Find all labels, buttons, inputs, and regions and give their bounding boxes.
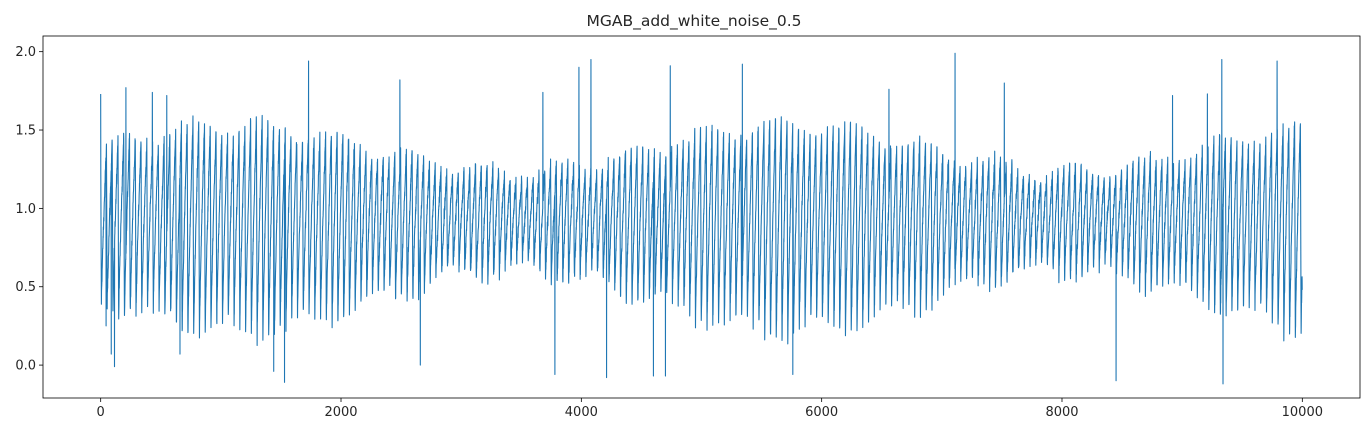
axes-frame [42,35,1361,399]
y-tick-label: 1.0 [15,202,36,217]
axes: 0 2000 4000 6000 8000 10000 0.0 0.5 1.0 1.5 2.0 [15,35,1361,420]
x-tick-label: 0 [97,405,105,420]
x-tick-label: 10000 [1282,405,1323,420]
series-line [100,52,1303,385]
chart-title: MGAB_add_white_noise_0.5 [586,12,801,31]
x-tick-label: 4000 [565,405,598,420]
plot-area [100,52,1303,385]
x-tick-label: 2000 [324,405,357,420]
x-tick-label: 6000 [805,405,838,420]
y-tick-label: 0.0 [15,359,36,374]
y-tick-label: 2.0 [15,45,36,60]
x-tick-label: 8000 [1045,405,1078,420]
y-tick-label: 1.5 [15,124,36,139]
y-tick-label: 0.5 [15,280,36,295]
